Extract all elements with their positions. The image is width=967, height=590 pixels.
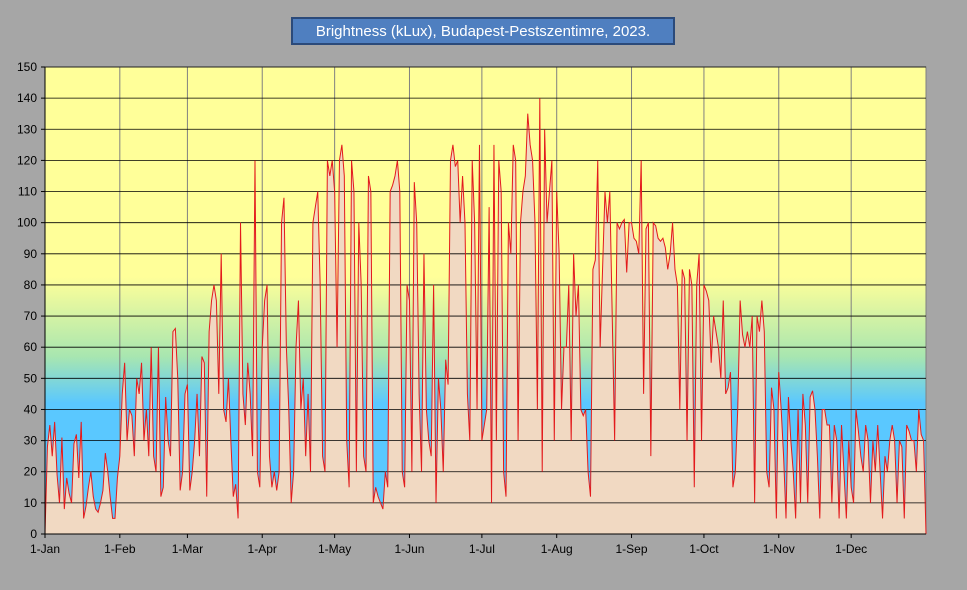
brightness-line xyxy=(44,98,927,535)
x-tick-label: 1-Nov xyxy=(763,542,795,556)
x-tick-label: 1-Aug xyxy=(541,542,573,556)
x-tick-label: 1-Dec xyxy=(835,542,867,556)
y-tick-label: 20 xyxy=(24,465,38,479)
x-axis: 1-Jan 1-Feb 1-Mar 1-Apr 1-May 1-Jun 1-Jul 1-Aug… xyxy=(30,533,926,556)
x-tick-label: 1-Jan xyxy=(30,542,60,556)
y-tick-label: 130 xyxy=(17,122,37,136)
x-tick-label: 1-Mar xyxy=(172,542,203,556)
y-tick-label: 140 xyxy=(17,91,37,105)
y-axis: 0 10 20 30 40 50 60 70 80 90 100 110 120 130 140 150 xyxy=(17,60,46,541)
y-tick-label: 0 xyxy=(30,527,37,541)
x-tick-label: 1-Oct xyxy=(689,542,719,556)
y-tick-label: 40 xyxy=(24,402,38,416)
x-tick-label: 1-May xyxy=(318,542,351,556)
y-tick-label: 70 xyxy=(24,309,38,323)
y-tick-label: 150 xyxy=(17,60,37,74)
chart-title: Brightness (kLux), Budapest-Pestszentimr… xyxy=(291,17,675,45)
y-tick-label: 100 xyxy=(17,216,37,230)
y-tick-label: 60 xyxy=(24,340,38,354)
y-tick-label: 110 xyxy=(18,185,37,199)
y-tick-label: 50 xyxy=(24,371,38,385)
y-tick-label: 80 xyxy=(24,278,38,292)
x-tick-label: 1-Jun xyxy=(394,542,424,556)
y-tick-label: 120 xyxy=(17,153,37,167)
x-tick-label: 1-Sep xyxy=(616,542,648,556)
y-tick-label: 10 xyxy=(24,496,38,510)
x-tick-label: 1-Apr xyxy=(248,542,277,556)
y-tick-label: 30 xyxy=(24,434,38,448)
x-tick-label: 1-Jul xyxy=(469,542,495,556)
y-tick-label: 90 xyxy=(24,247,38,261)
x-tick-label: 1-Feb xyxy=(104,542,136,556)
brightness-area xyxy=(45,98,926,534)
